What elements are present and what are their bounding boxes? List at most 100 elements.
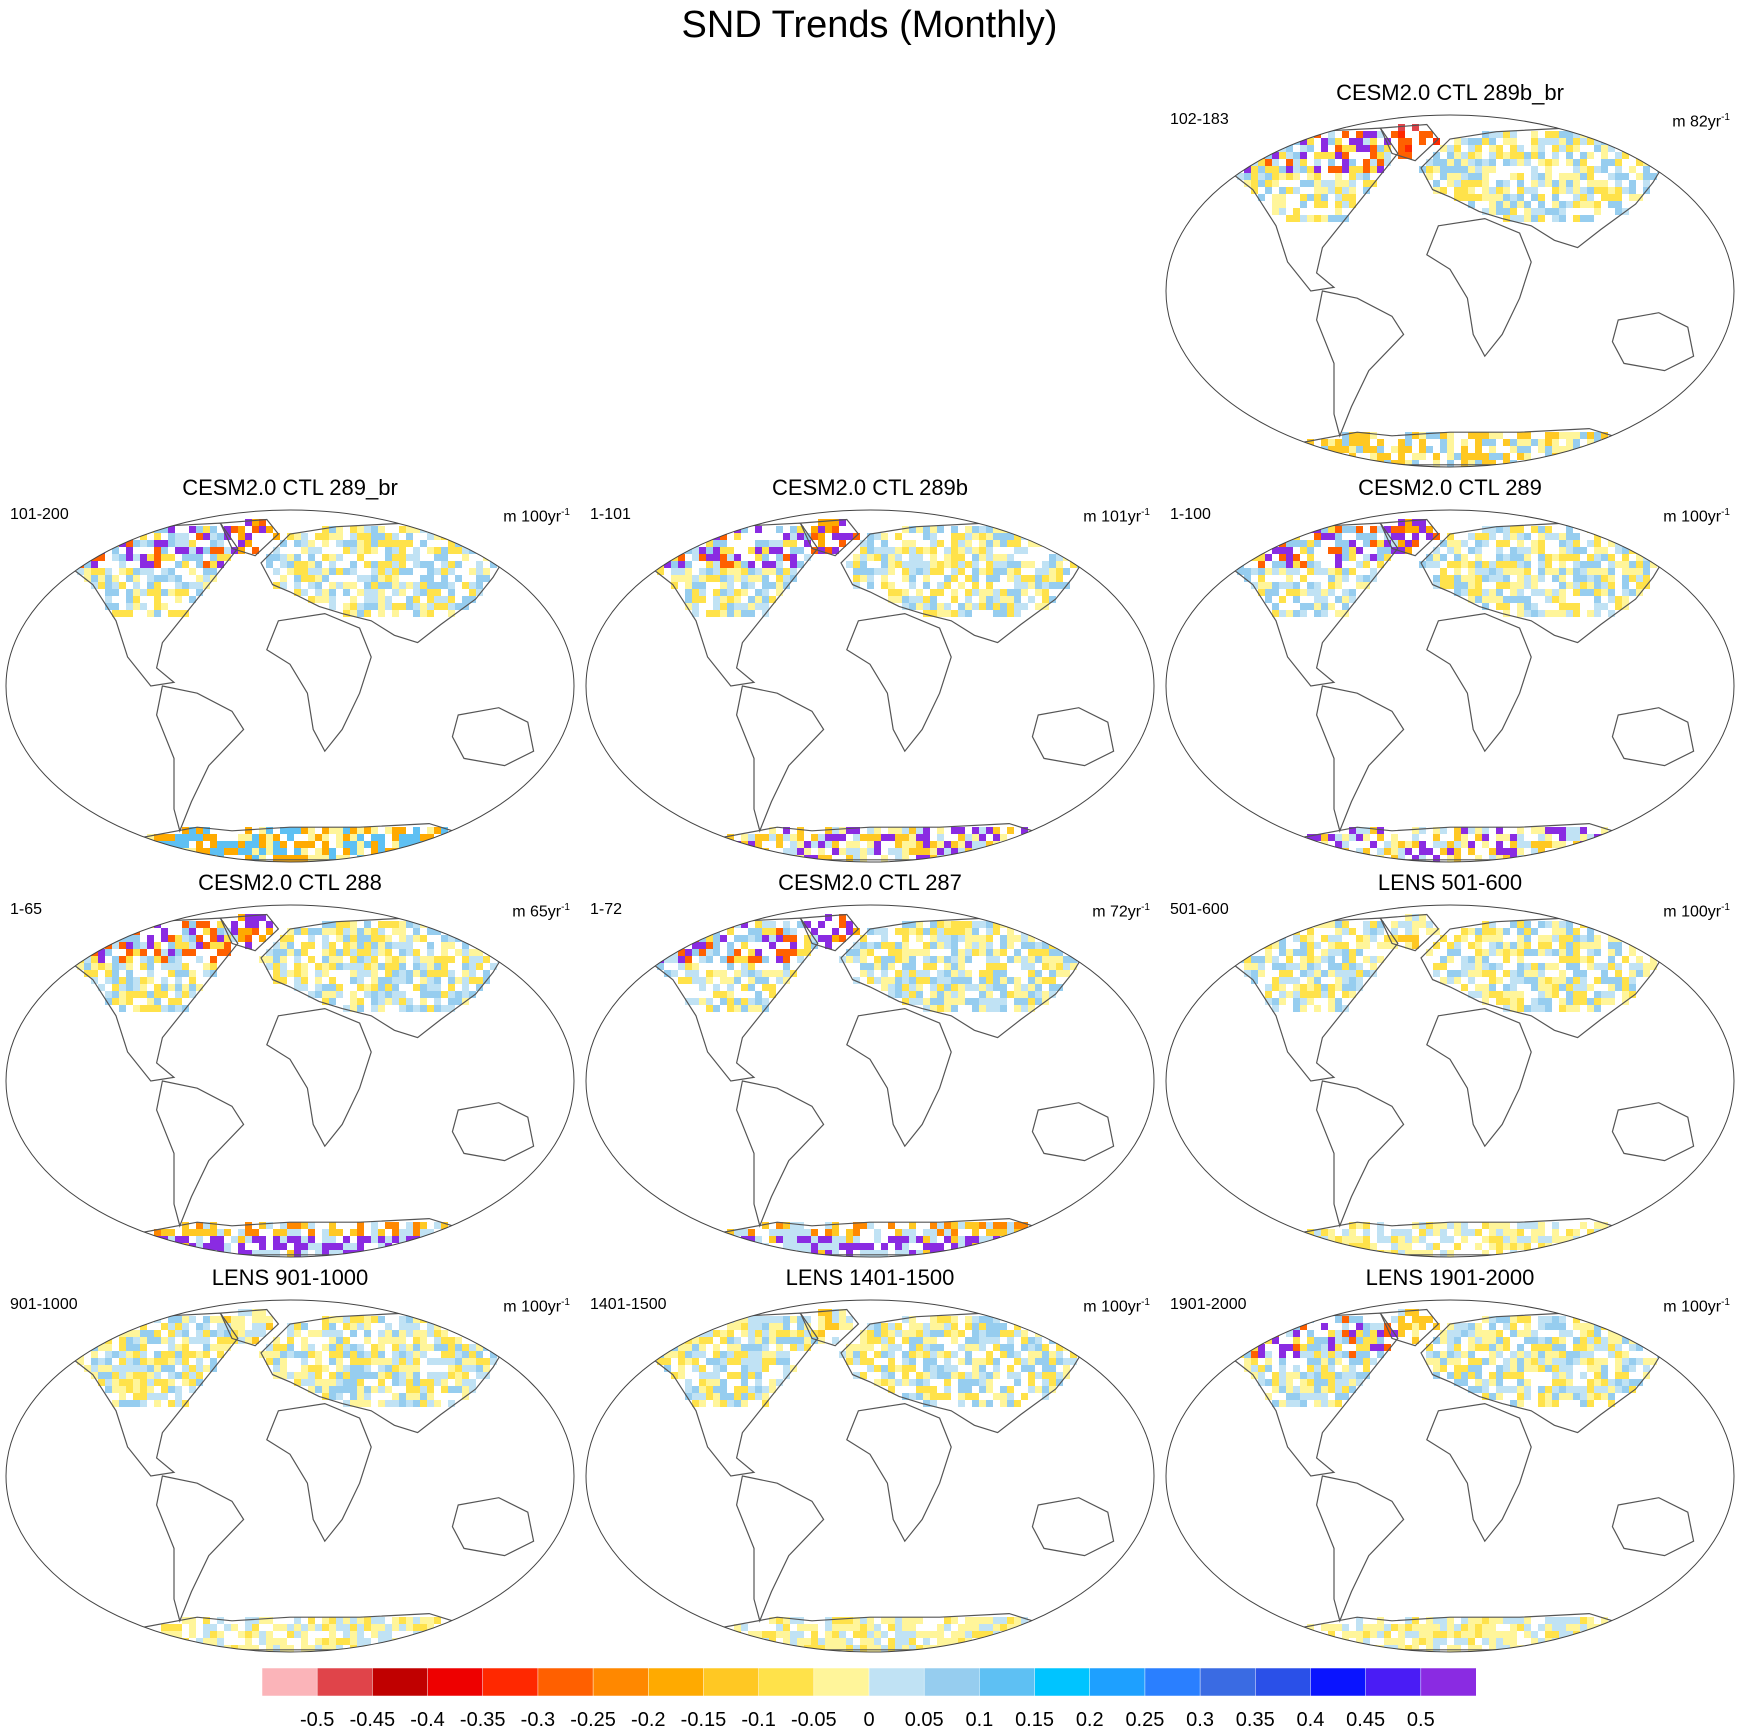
- trend-cell: [427, 1624, 434, 1631]
- trend-cell: [1475, 949, 1482, 956]
- trend-cell: [462, 963, 469, 970]
- trend-cell: [706, 942, 713, 949]
- trend-cell: [1370, 827, 1377, 834]
- trend-cell: [1594, 180, 1601, 187]
- trend-cell: [350, 1250, 357, 1257]
- trend-cell: [105, 596, 112, 603]
- trend-cell: [392, 547, 399, 554]
- trend-cell: [1559, 554, 1566, 561]
- trend-cell: [175, 977, 182, 984]
- trend-cell: [986, 956, 993, 963]
- trend-cell: [748, 970, 755, 977]
- trend-cell: [909, 1222, 916, 1229]
- trend-cell: [175, 1400, 182, 1407]
- trend-cell: [937, 589, 944, 596]
- trend-cell: [1314, 610, 1321, 617]
- trend-cell: [364, 1351, 371, 1358]
- trend-cell: [951, 841, 958, 848]
- trend-cell: [1056, 1323, 1063, 1330]
- trend-cell: [1573, 984, 1580, 991]
- trend-cell: [385, 942, 392, 949]
- trend-cell: [329, 1351, 336, 1358]
- trend-cell: [951, 984, 958, 991]
- trend-cell: [895, 855, 902, 862]
- trend-cell: [930, 984, 937, 991]
- trend-cell: [993, 533, 1000, 540]
- trend-cell: [1510, 998, 1517, 1005]
- trend-cell: [727, 568, 734, 575]
- trend-cell: [427, 970, 434, 977]
- trend-cell: [762, 935, 769, 942]
- trend-cell: [434, 991, 441, 998]
- trend-cell: [1517, 935, 1524, 942]
- trend-cell: [1412, 540, 1419, 547]
- trend-cell: [1000, 963, 1007, 970]
- trend-cell: [238, 1337, 245, 1344]
- trend-cell: [1314, 187, 1321, 194]
- trend-cell: [1356, 963, 1363, 970]
- trend-cell: [867, 949, 874, 956]
- trend-cell: [685, 568, 692, 575]
- trend-cell: [196, 827, 203, 834]
- trend-cell: [378, 1400, 385, 1407]
- trend-cell: [755, 1323, 762, 1330]
- trend-cell: [1545, 977, 1552, 984]
- trend-cell: [1531, 603, 1538, 610]
- trend-cell: [119, 1358, 126, 1365]
- trend-cell: [1650, 554, 1657, 561]
- trend-cell: [343, 1617, 350, 1624]
- trend-cell: [1552, 589, 1559, 596]
- trend-cell: [1482, 928, 1489, 935]
- trend-cell: [259, 1243, 266, 1250]
- trend-cell: [748, 935, 755, 942]
- trend-cell: [1615, 166, 1622, 173]
- trend-cell: [776, 935, 783, 942]
- trend-cell: [413, 1316, 420, 1323]
- trend-cell: [392, 1400, 399, 1407]
- trend-cell: [266, 928, 273, 935]
- trend-cell: [944, 935, 951, 942]
- trend-cell: [448, 1631, 455, 1638]
- trend-cell: [1552, 138, 1559, 145]
- trend-cell: [455, 1358, 462, 1365]
- trend-cell: [804, 554, 811, 561]
- trend-cell: [1531, 1229, 1538, 1236]
- trend-cell: [1000, 991, 1007, 998]
- trend-cell: [1447, 173, 1454, 180]
- trend-cell: [1049, 596, 1056, 603]
- trend-cell: [1007, 841, 1014, 848]
- trend-cell: [1251, 187, 1258, 194]
- trend-cell: [1342, 547, 1349, 554]
- trend-cell: [1014, 596, 1021, 603]
- trend-cell: [413, 1337, 420, 1344]
- trend-cell: [224, 841, 231, 848]
- trend-cell: [434, 603, 441, 610]
- trend-cell: [706, 970, 713, 977]
- trend-cell: [1608, 935, 1615, 942]
- trend-cell: [1594, 998, 1601, 1005]
- trend-cell: [224, 1229, 231, 1236]
- trend-cell: [1475, 166, 1482, 173]
- trend-cell: [161, 526, 168, 533]
- trend-cell: [1335, 561, 1342, 568]
- trend-cell: [1461, 841, 1468, 848]
- trend-cell: [329, 963, 336, 970]
- trend-cell: [1510, 1243, 1517, 1250]
- trend-cell: [434, 928, 441, 935]
- trend-cell: [252, 921, 259, 928]
- trend-cell: [1328, 942, 1335, 949]
- trend-cell: [1503, 582, 1510, 589]
- trend-cell: [196, 1330, 203, 1337]
- trend-cell: [455, 547, 462, 554]
- trend-field: [657, 914, 1091, 1257]
- trend-cell: [1314, 215, 1321, 222]
- trend-cell: [727, 834, 734, 841]
- trend-cell: [1398, 855, 1405, 862]
- trend-cell: [287, 855, 294, 862]
- trend-cell: [343, 928, 350, 935]
- trend-cell: [1286, 540, 1293, 547]
- trend-cell: [1391, 1236, 1398, 1243]
- trend-cell: [364, 582, 371, 589]
- trend-cell: [1440, 540, 1447, 547]
- trend-cell: [1517, 942, 1524, 949]
